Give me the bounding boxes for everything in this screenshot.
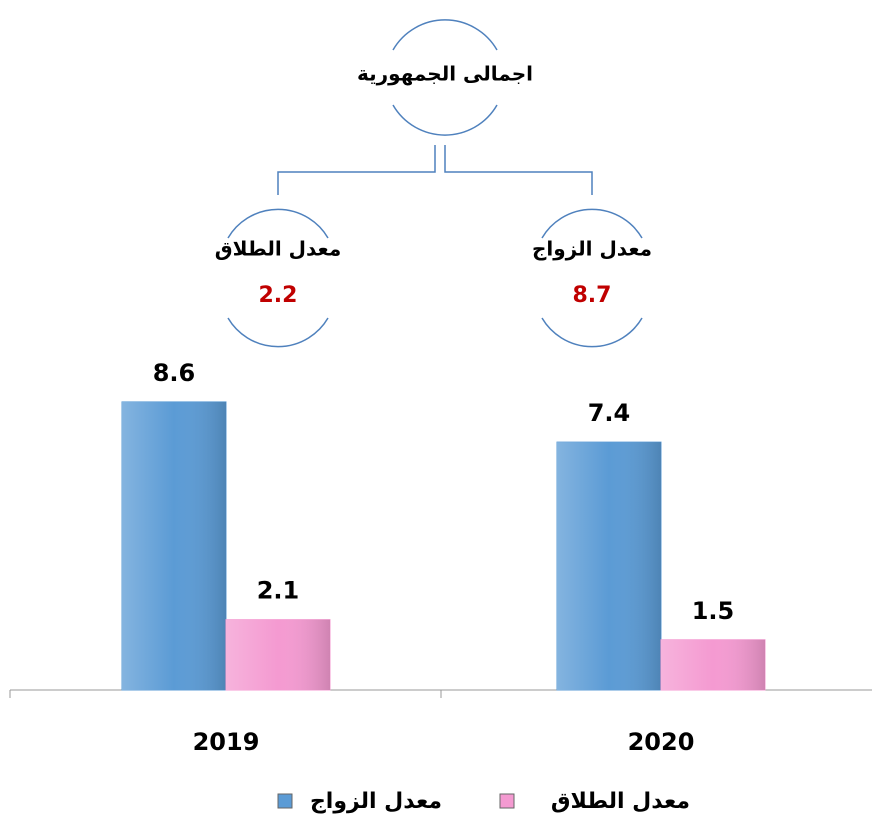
legend-swatch — [499, 793, 515, 809]
node-arc — [541, 317, 643, 348]
data-label: 2.1 — [257, 577, 300, 605]
node-value: 8.7 — [573, 283, 612, 308]
bar-shade — [122, 401, 226, 690]
data-label: 1.5 — [692, 597, 735, 625]
x-tick-label: 2019 — [193, 728, 260, 756]
node-arc — [541, 208, 643, 239]
node-arc — [392, 19, 498, 51]
node-arc — [392, 104, 498, 136]
node-arc — [227, 317, 329, 348]
node-arc — [227, 208, 329, 239]
bar-shade — [226, 619, 330, 690]
legend-label: معدل الزواج — [310, 789, 442, 814]
x-tick-label: 2020 — [628, 728, 695, 756]
legend-swatch — [277, 793, 293, 809]
node-label: معدل الزواج — [532, 237, 652, 261]
node-label: معدل الطلاق — [215, 237, 341, 261]
connector — [277, 145, 436, 195]
data-label: 8.6 — [153, 359, 196, 387]
connector — [444, 145, 593, 195]
data-label: 7.4 — [588, 399, 631, 427]
summary-title: اجمالى الجمهورية — [357, 62, 533, 86]
legend-label: معدل الطلاق — [551, 789, 690, 814]
node-value: 2.2 — [259, 283, 298, 308]
bar-shade — [557, 442, 661, 690]
bar-shade — [661, 639, 765, 690]
